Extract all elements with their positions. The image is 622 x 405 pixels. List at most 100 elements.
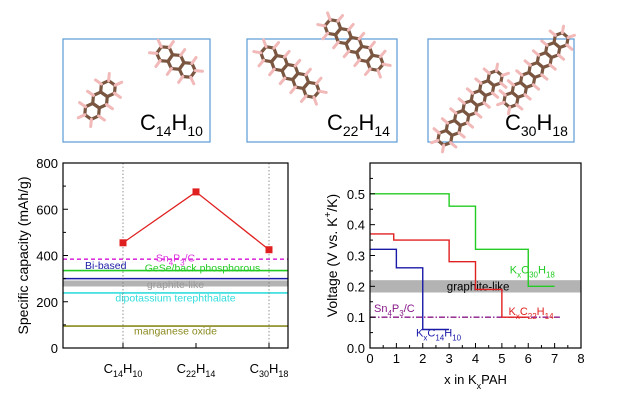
molecule-1-b-hydrogen (189, 75, 196, 86)
molecule-2-b-hydrogen (336, 14, 345, 23)
y-tick-label: 0.3 (347, 249, 365, 264)
molecule-2-b-hydrogen (326, 11, 332, 22)
molecule-1-b-hydrogen (177, 75, 185, 84)
y-tick-label: 200 (36, 295, 58, 310)
x-tick-label: 0 (366, 351, 373, 366)
molecule-2-a-hydrogen (257, 58, 266, 68)
molecule-2-b-hydrogen (363, 67, 372, 76)
x-tick-label: 2 (419, 351, 426, 366)
molecule-2-a-hydrogen (289, 85, 297, 95)
molecule-2-a-hydrogen (293, 58, 302, 68)
molecule-2-b-hydrogen (368, 40, 376, 50)
molecule-panel-1: C14H10 (62, 38, 211, 143)
voltage-series-line (370, 193, 555, 288)
molecule-3-b-hydrogen (531, 83, 541, 91)
x-tick-label: 3 (446, 351, 453, 366)
molecule-3-a-hydrogen (465, 87, 475, 95)
molecule-2-b-hydrogen (347, 22, 355, 32)
molecule-panel-2: C22H14 (246, 11, 398, 143)
molecule-3-b-hydrogen (556, 53, 566, 61)
molecule-1-b-hydrogen (156, 38, 163, 49)
molecule-1-b-hydrogen (193, 69, 204, 73)
y-tick-label: 0.5 (347, 187, 365, 202)
molecule-3-a-hydrogen (482, 101, 491, 109)
molecule-3-b-hydrogen (540, 73, 549, 81)
molecule-2-a-hydrogen (278, 76, 287, 86)
voltage-x-label: x in KxPAH (444, 372, 507, 391)
y-tick-label: 0.0 (347, 341, 365, 356)
molecule-1-b-hydrogen (167, 40, 175, 49)
molecule-3-a-hydrogen (457, 131, 466, 139)
molecule-3-a-hydrogen (440, 117, 450, 125)
y-tick-label: 800 (36, 156, 58, 171)
molecule-formula-3: C30H18 (505, 110, 568, 139)
molecule-3-a-hydrogen (499, 81, 508, 89)
molecule-3-b-hydrogen (506, 105, 512, 116)
y-tick-label: 0 (51, 341, 58, 356)
y-tick-label: 0.4 (347, 218, 365, 233)
molecule-1-a-ring (99, 79, 117, 99)
molecule-1-a-hydrogen (89, 117, 93, 128)
molecule-3-a-hydrogen (494, 62, 500, 73)
molecule-3-b-hydrogen (515, 103, 524, 111)
molecule-formula-1: C14H10 (140, 110, 203, 139)
molecule-2-a-hydrogen (268, 67, 276, 77)
molecule-2-a-hydrogen (252, 50, 263, 55)
voltage-y-label: Voltage (V vs. K+/K) (323, 194, 340, 317)
molecule-2-a-hydrogen (304, 67, 312, 77)
molecule-3-a-hydrogen (449, 107, 458, 115)
molecule-2-a-hydrogen (317, 89, 328, 94)
molecule-3-a-hydrogen (500, 71, 510, 78)
molecule-2-a-hydrogen (262, 38, 268, 49)
molecule-3-a-hydrogen (449, 141, 458, 149)
molecule-1-a-hydrogen (105, 103, 114, 111)
voltage-series-line (370, 233, 529, 318)
voltage-series-line (370, 248, 450, 331)
graphite-band-label: graphite-like (447, 281, 510, 293)
molecule-frame-1 (62, 38, 211, 143)
molecule-1-a-hydrogen (78, 101, 87, 109)
molecule-3-b-hydrogen (506, 79, 516, 87)
molecule-3-b-hydrogen (560, 24, 566, 35)
molecule-3-a-hydrogen (474, 111, 483, 119)
voltage-series-label: KxC14H10 (416, 328, 462, 343)
molecule-3-b-hydrogen (565, 43, 574, 51)
molecule-3-b-hydrogen (566, 33, 576, 40)
molecule-2-a-hydrogen (272, 41, 281, 50)
y-tick-label: 0.1 (347, 310, 365, 325)
molecule-1-a-hydrogen (76, 113, 87, 120)
molecule-3-a-hydrogen (432, 127, 441, 135)
molecule-2-b-hydrogen (378, 49, 387, 59)
x-tick-label: C30H18 (250, 361, 289, 379)
molecule-2-b-hydrogen (342, 49, 351, 59)
molecule-1-b-hydrogen (154, 59, 162, 69)
voltage-series-label: KxC22H14 (508, 306, 554, 321)
molecule-1-a-hydrogen (113, 80, 124, 87)
reference-label: dipotassium terephthalate (115, 293, 235, 305)
x-tick-label: 5 (498, 351, 505, 366)
molecule-1-a-hydrogen (86, 89, 95, 97)
x-tick-label: C14H10 (104, 361, 143, 379)
sn4p3-reference-label: Sn4P3/C (374, 303, 415, 318)
molecule-2-b-hydrogen (321, 31, 330, 41)
molecule-3-a-hydrogen (474, 77, 483, 85)
molecule-3-a-hydrogen (440, 143, 446, 154)
molecule-3-b-hydrogen (498, 89, 507, 97)
molecule-3-a-hydrogen (465, 121, 475, 129)
molecule-drawing-1 (76, 38, 204, 128)
molecule-3-b-hydrogen (531, 49, 541, 57)
molecule-2-b-hydrogen (376, 68, 382, 79)
molecule-2-a-hydrogen (312, 95, 318, 106)
molecule-1-b-hydrogen (179, 48, 187, 57)
y-tick-label: 0.2 (347, 279, 365, 294)
molecule-3-a-hydrogen (430, 138, 440, 145)
molecule-frame-3 (427, 38, 575, 143)
y-tick-label: 600 (36, 202, 58, 217)
molecule-1-a-hydrogen (107, 72, 111, 83)
reference-label: graphite-like (147, 279, 204, 291)
molecule-2-a-hydrogen (299, 94, 308, 103)
molecule-3-a-hydrogen (482, 67, 491, 75)
molecule-3-a-hydrogen (490, 91, 500, 99)
